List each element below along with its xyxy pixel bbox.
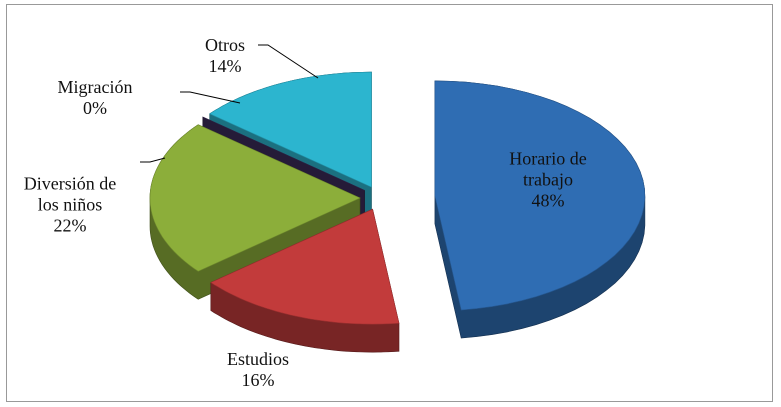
value-label: 22%: [53, 215, 87, 236]
category-name: Horario de trabajo: [509, 148, 587, 190]
value-label: 16%: [241, 370, 275, 390]
slice: [209, 71, 372, 188]
slice-label: Otros 14%: [185, 35, 265, 77]
value-label: 14%: [208, 56, 242, 76]
slice: [434, 80, 646, 311]
slice: [149, 124, 361, 272]
category-name: Otros: [205, 35, 245, 55]
category-name: Diversión de los niños: [23, 173, 117, 215]
leader-line: [258, 44, 319, 79]
chart-frame: [6, 4, 773, 402]
category-name: Estudios: [226, 349, 289, 369]
leader-line: [140, 157, 166, 163]
value-label: 0%: [83, 98, 107, 118]
leader-line: [180, 91, 241, 104]
slice: [210, 208, 400, 325]
slice-label: Estudios 16%: [198, 349, 318, 391]
value-label: 48%: [531, 190, 565, 211]
category-name: Migración: [57, 77, 133, 97]
slice-label: Diversión de los niños 22%: [15, 174, 125, 237]
slice-label: Migración 0%: [35, 77, 155, 119]
slice: [202, 116, 365, 191]
slice-label: Horario de trabajo 48%: [493, 149, 603, 212]
